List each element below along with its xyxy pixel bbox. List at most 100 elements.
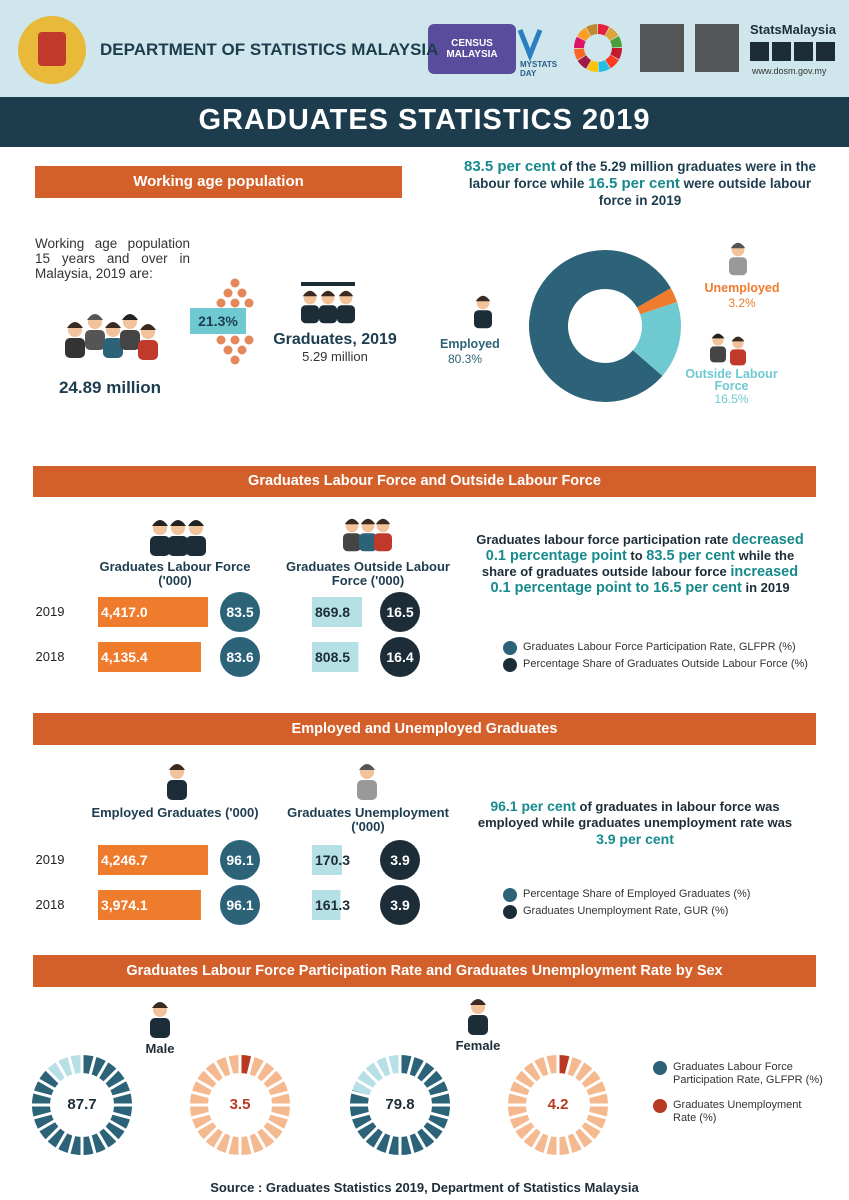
column-header: Graduates Labour Force ('000) — [99, 559, 251, 588]
sdg-wheel — [577, 55, 591, 69]
group-label: Female — [455, 1038, 501, 1053]
sdg-wheel — [605, 55, 619, 69]
column-header: Graduates Outside Labour Force ('000) — [286, 559, 450, 588]
gauge-arc — [240, 1055, 251, 1074]
icon — [301, 305, 319, 324]
mystats-logo — [517, 29, 543, 62]
gauge-gap — [55, 1060, 68, 1079]
gauge-gap — [520, 1125, 538, 1143]
gauge-gap — [350, 1090, 371, 1099]
icon — [338, 290, 354, 297]
gauge-gap — [373, 1060, 386, 1079]
gauge-gap — [420, 1067, 438, 1085]
gauge-gap — [373, 1131, 386, 1150]
gauge-gap — [513, 1119, 532, 1132]
gauge-gap — [350, 1111, 371, 1120]
icon — [152, 520, 168, 526]
icon — [374, 533, 392, 552]
icon — [169, 764, 185, 770]
share-value: 21.3% — [198, 313, 238, 329]
rate-value: 83.6 — [226, 649, 254, 665]
gauge-value: 4.2 — [547, 1096, 569, 1113]
icon — [731, 336, 745, 342]
gauge-gap — [67, 1134, 76, 1155]
legend-dot — [653, 1061, 667, 1075]
rate-badge — [220, 637, 260, 677]
gauge-gap — [195, 1078, 214, 1091]
legend-dot — [503, 658, 517, 672]
gauge-gap — [385, 1055, 394, 1076]
share-box — [190, 308, 246, 334]
decoration-dot — [230, 335, 240, 345]
emphasis: 83.5 per cent — [646, 548, 735, 564]
gauge-gap — [406, 1055, 415, 1076]
icon — [319, 282, 337, 286]
icon — [359, 764, 375, 770]
row-year: 2018 — [35, 649, 65, 664]
bar-value: 869.8 — [315, 604, 351, 620]
column-header: Graduates Unemployment ('000) — [287, 805, 449, 834]
emphasis: decreased 0.1 percentage point — [485, 532, 804, 564]
decoration-dot — [216, 298, 226, 308]
gauge-gap — [572, 1060, 585, 1079]
gauge-gap — [102, 1125, 120, 1143]
text: to — [626, 548, 647, 563]
gauge-gap — [587, 1111, 608, 1120]
bar-value: 3,974.1 — [101, 897, 148, 913]
group-label: Male — [145, 1041, 175, 1056]
gauge-gap — [266, 1078, 285, 1091]
source: Source : Graduates Statistics 2019, Depa… — [210, 1180, 639, 1195]
icon — [729, 257, 747, 276]
rate-badge — [380, 885, 420, 925]
sdg-wheel — [574, 48, 586, 60]
gauge-gap — [246, 1134, 255, 1155]
qr-code — [640, 24, 684, 72]
icon — [730, 242, 746, 249]
summary-text: 83.5 per cent of the 5.29 million gradua… — [455, 158, 825, 209]
decoration-dot — [230, 355, 240, 365]
gauge-value: 87.7 — [67, 1096, 97, 1113]
icon — [87, 314, 103, 320]
rate-value: 83.5 — [226, 604, 254, 620]
sdg-wheel — [577, 27, 591, 41]
icon — [167, 780, 187, 800]
social-icon — [794, 42, 813, 61]
decoration-dot — [230, 298, 240, 308]
bar — [98, 845, 208, 875]
gauge-gap — [108, 1119, 127, 1132]
gauge-gap — [269, 1111, 290, 1120]
gauge-gap — [225, 1055, 234, 1076]
gauge-gap — [108, 1078, 127, 1091]
emphasis: 83.5 per cent — [463, 158, 556, 175]
graduates-value: 5.29 million — [302, 349, 368, 364]
legend-label: Percentage Share of Employed Graduates (… — [523, 888, 751, 900]
icon — [105, 322, 121, 328]
text: were outside labour force in 2019 — [598, 176, 812, 208]
icon — [357, 780, 377, 800]
bar-value: 170.3 — [315, 852, 351, 868]
decoration-dot — [216, 335, 226, 345]
sdg-wheel — [586, 24, 598, 36]
intro-text: Working age population 15 years and over… — [35, 236, 190, 281]
gauge-value: 3.5 — [229, 1096, 251, 1113]
row-year: 2019 — [35, 852, 65, 867]
decoration-dot — [230, 278, 240, 288]
gauge-gap — [44, 1067, 62, 1085]
rate-value: 96.1 — [226, 897, 254, 913]
icon — [360, 518, 376, 525]
donut-label: Employed — [440, 337, 500, 351]
icon — [711, 333, 725, 339]
bar-value: 4,246.7 — [101, 852, 148, 868]
gauge-gap — [37, 1078, 56, 1091]
legend-label: Graduates Unemployment Rate, GUR (%) — [523, 905, 729, 917]
social-icon — [772, 42, 791, 61]
gauge-gap — [88, 1134, 97, 1155]
gauge-gap — [584, 1119, 603, 1132]
banner — [0, 97, 849, 147]
gauge-gap — [195, 1119, 214, 1132]
icon — [152, 1002, 168, 1008]
decoration-dot — [223, 345, 233, 355]
decoration-dot — [237, 345, 247, 355]
donut-value: 16.5% — [714, 392, 749, 406]
